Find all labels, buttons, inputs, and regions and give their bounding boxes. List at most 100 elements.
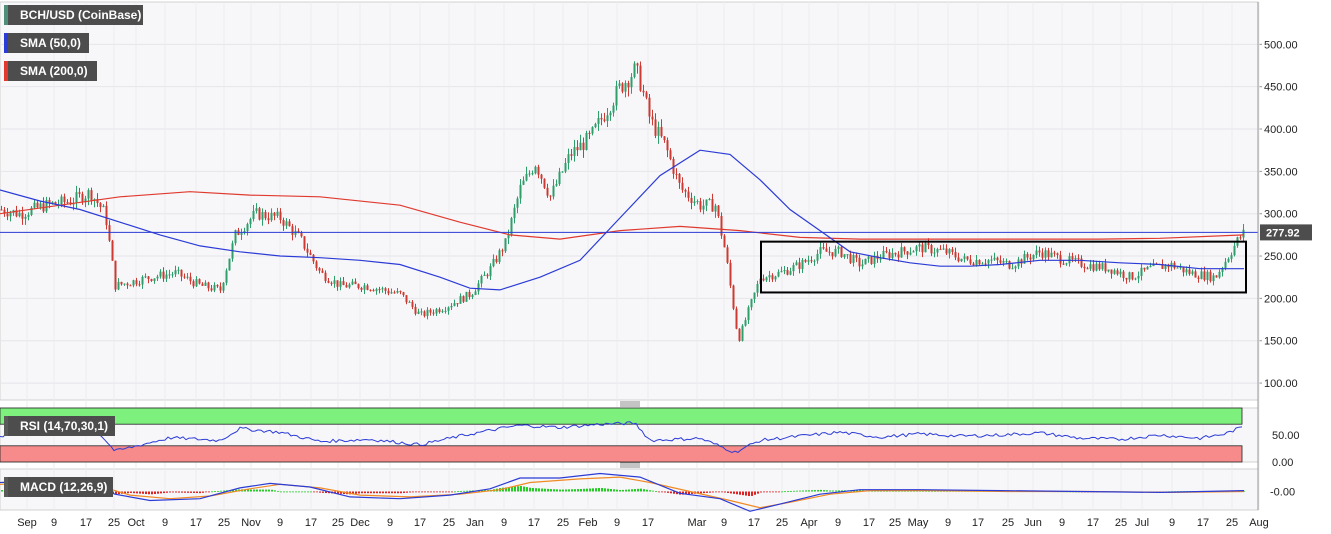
candle [450, 302, 453, 310]
candle [138, 280, 141, 287]
macd-bar [550, 489, 552, 492]
candle [417, 308, 420, 315]
candle [651, 109, 654, 126]
macd-bar [256, 489, 258, 492]
macd-bar [781, 491, 783, 493]
macd-bar [259, 489, 261, 492]
candle [423, 310, 426, 318]
candle [273, 211, 276, 221]
candle [486, 273, 489, 279]
candle [1206, 269, 1209, 285]
time-tick-label: 9 [835, 517, 841, 529]
candle [1062, 260, 1065, 266]
candle [309, 249, 312, 256]
macd-bar [532, 488, 534, 492]
macd-bar [727, 491, 729, 493]
candle [210, 285, 213, 292]
rsi-macd-splitter-icon[interactable] [620, 462, 640, 468]
macd-bar [184, 491, 186, 493]
candle [483, 271, 486, 277]
candle [432, 309, 435, 316]
candle [777, 269, 780, 278]
candle [324, 270, 327, 284]
macd-bar [364, 491, 366, 494]
macd-bar [724, 491, 726, 493]
candle [1209, 269, 1212, 283]
macd-bar [319, 491, 321, 493]
candle [621, 82, 624, 94]
candle [753, 292, 756, 304]
time-tick-label: May [908, 517, 929, 529]
candle [1137, 271, 1140, 284]
macd-bar [244, 489, 246, 492]
macd-bar [136, 491, 138, 494]
macd-bar [643, 489, 645, 492]
candle [723, 234, 726, 248]
macd-bar [361, 491, 363, 494]
candle [195, 276, 198, 287]
candle [951, 246, 954, 255]
candle [765, 276, 768, 282]
macd-bar [436, 491, 438, 493]
macd-bar [568, 489, 570, 492]
macd-bar [748, 491, 750, 497]
macd-bar [637, 488, 639, 492]
candle [954, 247, 957, 261]
rsi-oversold-zone [0, 445, 1243, 463]
candle [396, 287, 399, 294]
candle [252, 204, 255, 222]
macd-bar [199, 491, 201, 494]
current-price-tag [1260, 224, 1312, 241]
macd-bar [163, 491, 165, 494]
candle [444, 306, 447, 314]
macd-bar [460, 490, 462, 492]
macd-bar [601, 488, 603, 492]
candle [207, 281, 210, 292]
macd-bar [169, 491, 171, 493]
candle [174, 265, 177, 277]
candle [558, 167, 561, 186]
time-tick-label: Oct [127, 517, 144, 529]
candle [1230, 252, 1233, 263]
candle [870, 256, 873, 265]
macd-bar [130, 491, 132, 493]
macd-bar [442, 491, 444, 493]
candle [591, 126, 594, 136]
price-rsi-splitter-icon[interactable] [620, 401, 640, 407]
macd-bar [445, 491, 447, 493]
macd-bar [655, 491, 657, 492]
macd-bar [616, 489, 618, 492]
macd-bar [754, 491, 756, 495]
candle [1122, 269, 1125, 282]
macd-bar [925, 490, 927, 492]
macd-bar [670, 491, 672, 494]
candle [402, 291, 405, 297]
macd-bar [784, 491, 786, 493]
candle [519, 178, 522, 204]
candle [597, 111, 600, 131]
macd-bar [658, 491, 660, 493]
macd-bar [757, 491, 759, 494]
macd-bar [115, 491, 117, 495]
candle [1212, 272, 1215, 286]
macd-bar [286, 491, 288, 493]
macd-bar [400, 491, 402, 494]
candle [1098, 260, 1101, 271]
macd-bar [502, 487, 504, 492]
candle [939, 245, 942, 251]
macd-bar [202, 491, 204, 493]
macd-bar [382, 491, 384, 494]
candle [411, 300, 414, 310]
macd-line [0, 472, 1245, 512]
candle [642, 84, 645, 97]
macd-bar [373, 491, 375, 494]
candle [639, 61, 642, 92]
macd-bar [292, 491, 294, 493]
macd-bar [826, 490, 828, 492]
candle [186, 273, 189, 280]
candle [426, 307, 429, 320]
candle [1110, 269, 1113, 279]
candle [918, 241, 921, 252]
candle [222, 282, 225, 293]
